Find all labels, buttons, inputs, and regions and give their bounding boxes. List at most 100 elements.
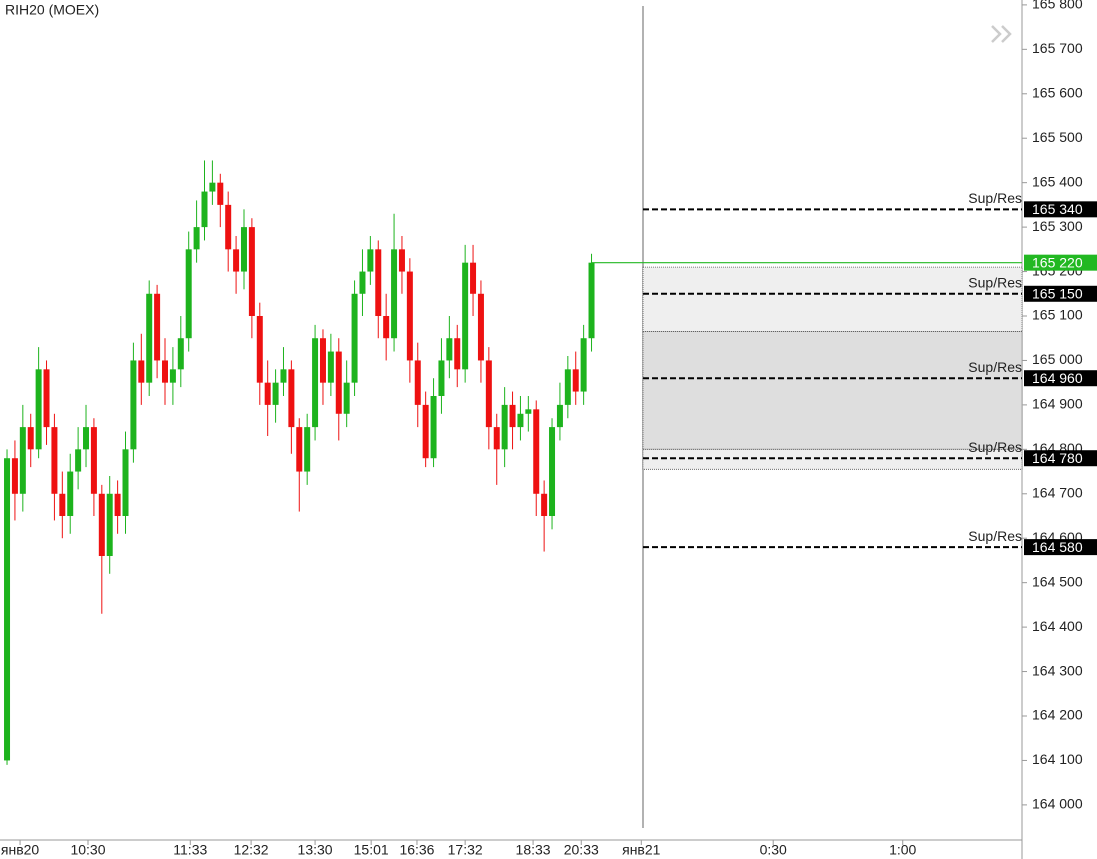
zone	[642, 448, 1023, 470]
zone	[642, 266, 1023, 332]
candle-body	[59, 493, 66, 516]
candle-body	[130, 360, 137, 450]
candle-body	[335, 351, 342, 414]
candle-body	[319, 338, 326, 383]
level-name: Sup/Res	[968, 190, 1022, 206]
candle-body	[177, 338, 184, 370]
candle-body	[4, 458, 11, 761]
candle-body	[517, 413, 524, 428]
candle-body	[509, 404, 516, 428]
candle-body	[414, 360, 421, 405]
candle-body	[169, 369, 176, 383]
candle-body	[240, 227, 247, 272]
candle-body	[564, 369, 571, 405]
candle-body	[67, 471, 74, 516]
candle-body	[470, 262, 477, 294]
candle-body	[185, 249, 192, 339]
level-label-box	[1024, 285, 1097, 302]
level-label-box	[1024, 539, 1097, 556]
candle-body	[383, 316, 390, 339]
candle-body	[430, 396, 437, 459]
candle-body	[146, 293, 153, 383]
candle-body	[304, 427, 311, 472]
level-label-box	[1024, 201, 1097, 218]
candle-body	[391, 249, 398, 339]
candle-body	[106, 493, 113, 556]
level-name: Sup/Res	[968, 528, 1022, 544]
candle-body	[367, 249, 374, 272]
candle-body	[556, 404, 563, 428]
level-name: Sup/Res	[968, 439, 1022, 455]
candle-body	[312, 338, 319, 428]
candle-body	[406, 271, 413, 361]
y-tick-label: 165 400	[1032, 173, 1083, 189]
candle-body	[462, 262, 469, 370]
y-tick-label: 164 700	[1032, 484, 1083, 500]
candle-body	[51, 427, 58, 494]
candle-body	[209, 182, 216, 192]
candle-body	[351, 293, 358, 383]
y-tick-label: 165 700	[1032, 40, 1083, 56]
candle-body	[75, 449, 82, 472]
candle-body	[477, 293, 484, 361]
candle-body	[248, 227, 255, 316]
x-tick-label: 15:01	[354, 842, 389, 858]
candle-body	[225, 204, 232, 250]
y-tick-label: 164 200	[1032, 707, 1083, 723]
y-tick-label: 164 100	[1032, 751, 1083, 767]
y-tick-label: 165 100	[1032, 307, 1083, 323]
x-tick-label: 13:30	[298, 842, 333, 858]
y-tick-label: 165 600	[1032, 84, 1083, 100]
candle-body	[485, 360, 492, 428]
candle-body	[541, 493, 548, 516]
level-label-box	[1024, 450, 1097, 467]
candle-body	[572, 369, 579, 392]
candle-body	[122, 449, 129, 516]
candle-body	[280, 369, 287, 383]
candle-body	[422, 404, 429, 459]
level-label: 165 150	[1032, 285, 1083, 301]
y-tick-label: 165 000	[1032, 351, 1083, 367]
candle-body	[343, 382, 350, 414]
candle-body	[272, 382, 279, 405]
candle-body	[98, 493, 105, 556]
x-tick-label: 18:33	[516, 842, 551, 858]
candle-body	[398, 249, 405, 272]
x-tick-label: 1:00	[889, 842, 916, 858]
candle-body	[533, 409, 540, 494]
level-label: 164 960	[1032, 370, 1083, 386]
x-tick-label: янв20	[1, 842, 40, 858]
y-tick-label: 164 500	[1032, 573, 1083, 589]
y-tick-label: 164 000	[1032, 796, 1083, 812]
y-tick-label: 165 500	[1032, 129, 1083, 145]
candle-body	[327, 351, 334, 383]
candle-body	[446, 338, 453, 361]
candle-body	[256, 316, 263, 383]
candle-body	[201, 191, 208, 228]
candle-body	[19, 427, 26, 494]
candle-body	[588, 262, 595, 339]
candle-body	[27, 427, 34, 450]
y-tick-label: 164 300	[1032, 662, 1083, 678]
candle-body	[580, 338, 587, 392]
y-tick-label: 164 400	[1032, 618, 1083, 634]
x-tick-label: 10:30	[70, 842, 105, 858]
collapse-button[interactable]	[991, 25, 1012, 43]
level-name: Sup/Res	[968, 359, 1022, 375]
x-tick-label: 17:32	[448, 842, 483, 858]
candle-body	[43, 369, 50, 428]
candle-body	[138, 360, 145, 383]
candle-body	[359, 271, 366, 294]
candle-body	[296, 427, 303, 472]
candle-body	[154, 293, 161, 361]
x-tick-label: 16:36	[399, 842, 434, 858]
last-price-label: 165 220	[1032, 254, 1083, 270]
last-price-box	[1024, 254, 1097, 271]
level-label: 164 580	[1032, 539, 1083, 555]
candle-body	[11, 458, 18, 494]
x-tick-label: 0:30	[760, 842, 787, 858]
y-tick-label: 165 800	[1032, 0, 1083, 12]
candle-body	[549, 427, 556, 516]
